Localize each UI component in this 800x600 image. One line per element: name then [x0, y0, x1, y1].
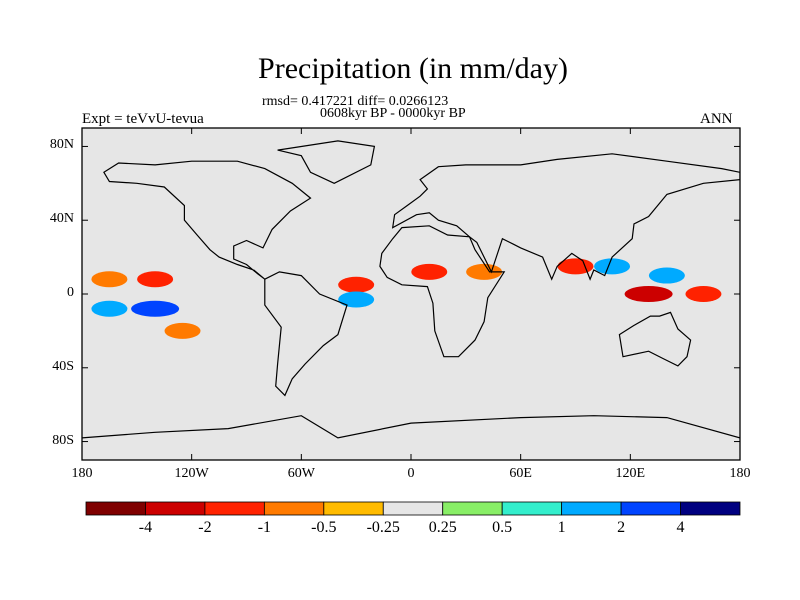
lon-label: 60W: [287, 466, 315, 481]
colorbar-tick-label: -0.5: [311, 519, 337, 536]
colorbar-tick-label: -2: [198, 519, 212, 536]
lat-label: 80S: [52, 432, 74, 448]
coast-eurasia: [391, 153, 740, 281]
colorbar-swatch: [442, 501, 503, 516]
lon-label: 120W: [174, 466, 209, 481]
stats-line: rmsd= 0.417221 diff= 0.0266123: [262, 94, 449, 109]
anomaly-patch: [338, 276, 375, 293]
season-label: ANN: [700, 111, 733, 127]
experiment-label: Expt = teVvU-tevua: [82, 111, 204, 127]
colorbar-swatch: [501, 501, 563, 516]
colorbar-tick-label: -4: [138, 519, 153, 536]
colorbar-swatch: [680, 501, 741, 516]
anomaly-patch: [557, 258, 594, 275]
colorbar-swatch: [145, 501, 206, 516]
anomaly-patch: [685, 286, 722, 302]
lat-label: 80N: [49, 137, 74, 153]
colorbar-tick-label: 0.5: [492, 519, 513, 536]
lat-label: 0: [67, 285, 74, 300]
lon-label: 180: [71, 466, 93, 481]
lat-label: 40N: [49, 211, 74, 227]
axis-ticks: [81, 128, 741, 460]
anomaly-patch: [624, 286, 673, 302]
anomaly-patch: [411, 263, 448, 280]
colorbar-swatch: [620, 501, 681, 516]
coast-australia: [618, 311, 692, 367]
lon-label: 120E: [615, 466, 646, 481]
colorbar-swatch: [263, 501, 325, 516]
coast-north-america: [103, 160, 312, 280]
colorbar-tick-label: 1: [557, 519, 566, 536]
coast-africa: [379, 225, 506, 358]
anomaly-patch: [91, 300, 128, 317]
period-line: 0608kyr BP - 0000kyr BP: [320, 106, 466, 121]
anomaly-patch: [338, 291, 375, 308]
colorbar-tick-label: 0.25: [428, 519, 457, 536]
coast-south-america: [264, 271, 348, 397]
colorbar-swatch: [382, 501, 444, 516]
colorbar-tick-label: -1: [257, 519, 272, 536]
colorbar-swatch: [561, 501, 622, 516]
anomaly-patch: [594, 258, 631, 275]
colorbar: [85, 501, 741, 516]
colorbar-swatch: [204, 501, 265, 516]
lat-label: 40S: [52, 358, 74, 374]
colorbar-swatch: [323, 501, 384, 516]
colorbar-tick-label: 4: [676, 519, 685, 536]
precipitation-anomaly-field: [91, 258, 722, 339]
anomaly-patch: [91, 271, 128, 288]
colorbar-swatch: [85, 501, 146, 516]
lon-label: 0: [407, 466, 415, 481]
coastlines: [82, 140, 740, 439]
figure-title: Precipitation (in mm/day): [258, 52, 568, 85]
colorbar-tick-label: 2: [617, 519, 626, 536]
colorbar-tick-label: -0.25: [366, 519, 400, 536]
anomaly-patch: [131, 300, 180, 317]
anomaly-patch: [164, 322, 201, 339]
coast-antarctica: [82, 415, 740, 439]
lon-label: 60E: [509, 466, 532, 481]
anomaly-patch: [137, 271, 174, 288]
coast-greenland: [277, 140, 376, 184]
anomaly-patch: [648, 267, 685, 284]
lon-label: 180: [729, 466, 751, 481]
